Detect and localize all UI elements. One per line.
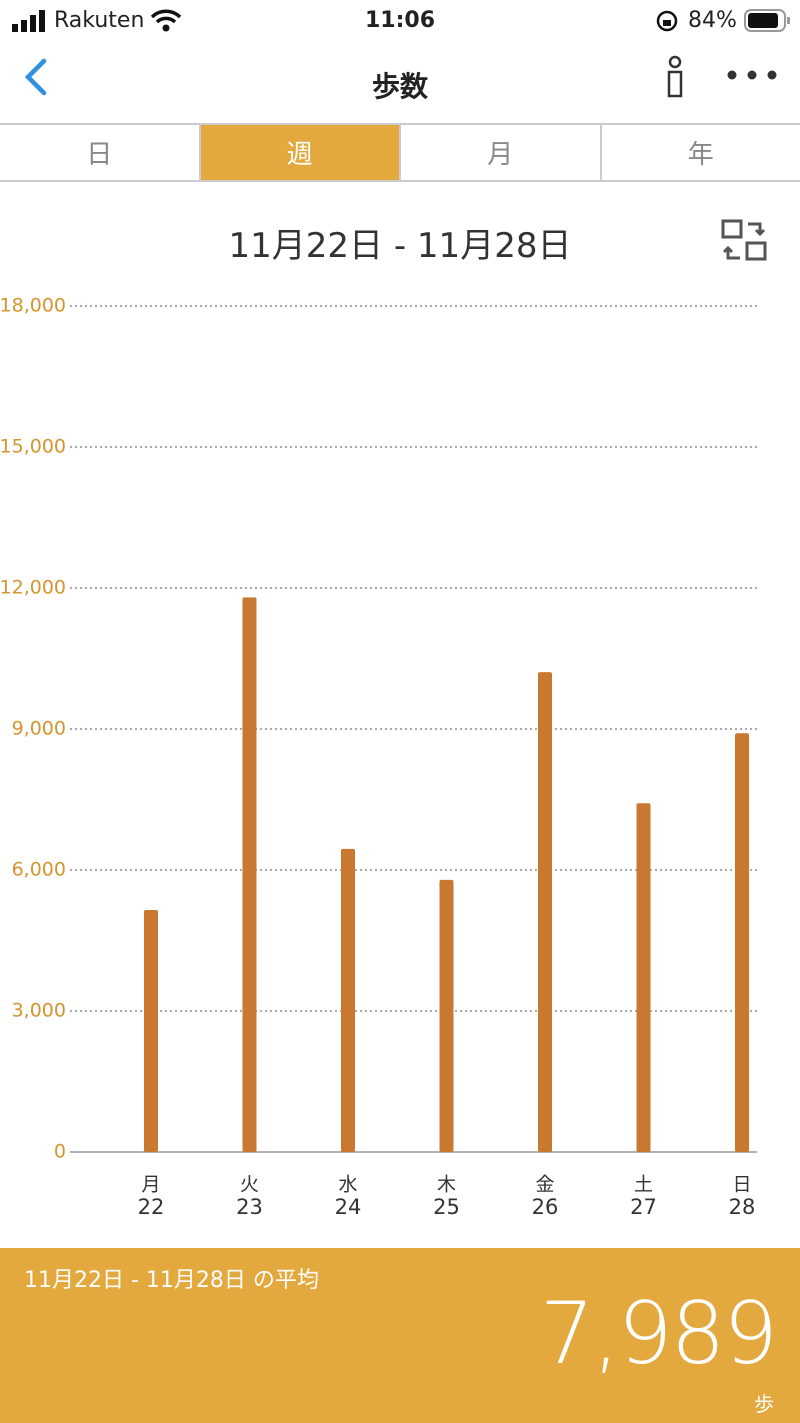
chart: 0 3,000 6,000 9,000 12,000 15,000 18,000 月22 火23… (0, 295, 757, 1219)
y-tick-label: 12,000 (0, 577, 66, 599)
nav-bar: 歩数 (0, 45, 800, 125)
bar (735, 733, 749, 1152)
x-tick-day: 28 (729, 1195, 756, 1219)
average-unit: 歩 (754, 1392, 774, 1416)
x-tick-label: 月 (141, 1174, 160, 1196)
y-tick-label: 0 (54, 1141, 66, 1163)
average-panel: 11月22日 - 11月28日 の平均 7,989 歩 (0, 1248, 800, 1423)
lock-icon (656, 10, 678, 32)
y-tick-label: 15,000 (0, 436, 66, 458)
y-tick-label: 3,000 (12, 1000, 66, 1022)
bar (341, 848, 355, 1152)
battery-icon (744, 9, 790, 32)
nav-title: 歩数 (371, 70, 428, 103)
tab[interactable]: 年 (599, 125, 800, 180)
tab-bar: 日 週月年 (0, 125, 800, 182)
x-tick-day: 26 (532, 1195, 559, 1219)
x-tick-label: 土 (634, 1174, 653, 1196)
x-tick-label: 火 (240, 1174, 259, 1196)
clock: 11:06 (364, 8, 436, 33)
y-tick-label: 6,000 (12, 859, 66, 881)
bar (636, 803, 651, 1152)
x-tick-day: 23 (236, 1195, 263, 1219)
x-tick-day: 27 (630, 1195, 657, 1219)
info-button[interactable] (662, 55, 688, 99)
y-tick-label: 18,000 (0, 295, 66, 317)
x-tick-day: 24 (335, 1195, 362, 1219)
x-tick-label: 日 (732, 1174, 751, 1196)
bar (439, 879, 454, 1152)
bar (538, 672, 552, 1152)
tab[interactable]: 日 (86, 140, 113, 170)
status-bar: Rakuten 11:06 84% (0, 0, 800, 45)
wifi-icon (150, 9, 182, 32)
carrier: Rakuten (54, 8, 145, 33)
tab[interactable]: 月 (399, 125, 600, 180)
battery-level: 84% (688, 8, 737, 33)
x-tick-day: 25 (433, 1195, 460, 1219)
x-tick-day: 22 (138, 1195, 165, 1219)
x-tick-label: 金 (535, 1174, 554, 1196)
more-button[interactable] (724, 67, 780, 83)
date-range: 11月22日 - 11月28日 (228, 226, 572, 266)
average-label: 11月22日 - 11月28日 の平均 (24, 1268, 319, 1293)
x-tick-label: 水 (338, 1174, 357, 1196)
back-button[interactable] (20, 57, 50, 97)
y-tick-label: 9,000 (12, 718, 66, 740)
x-tick-label: 木 (437, 1174, 456, 1196)
average-value: 7,989 (539, 1284, 778, 1384)
bar (242, 597, 257, 1152)
tab[interactable]: 週 (198, 125, 399, 180)
signal-icon (12, 10, 45, 32)
swap-button[interactable] (720, 218, 770, 264)
bar (144, 909, 158, 1152)
